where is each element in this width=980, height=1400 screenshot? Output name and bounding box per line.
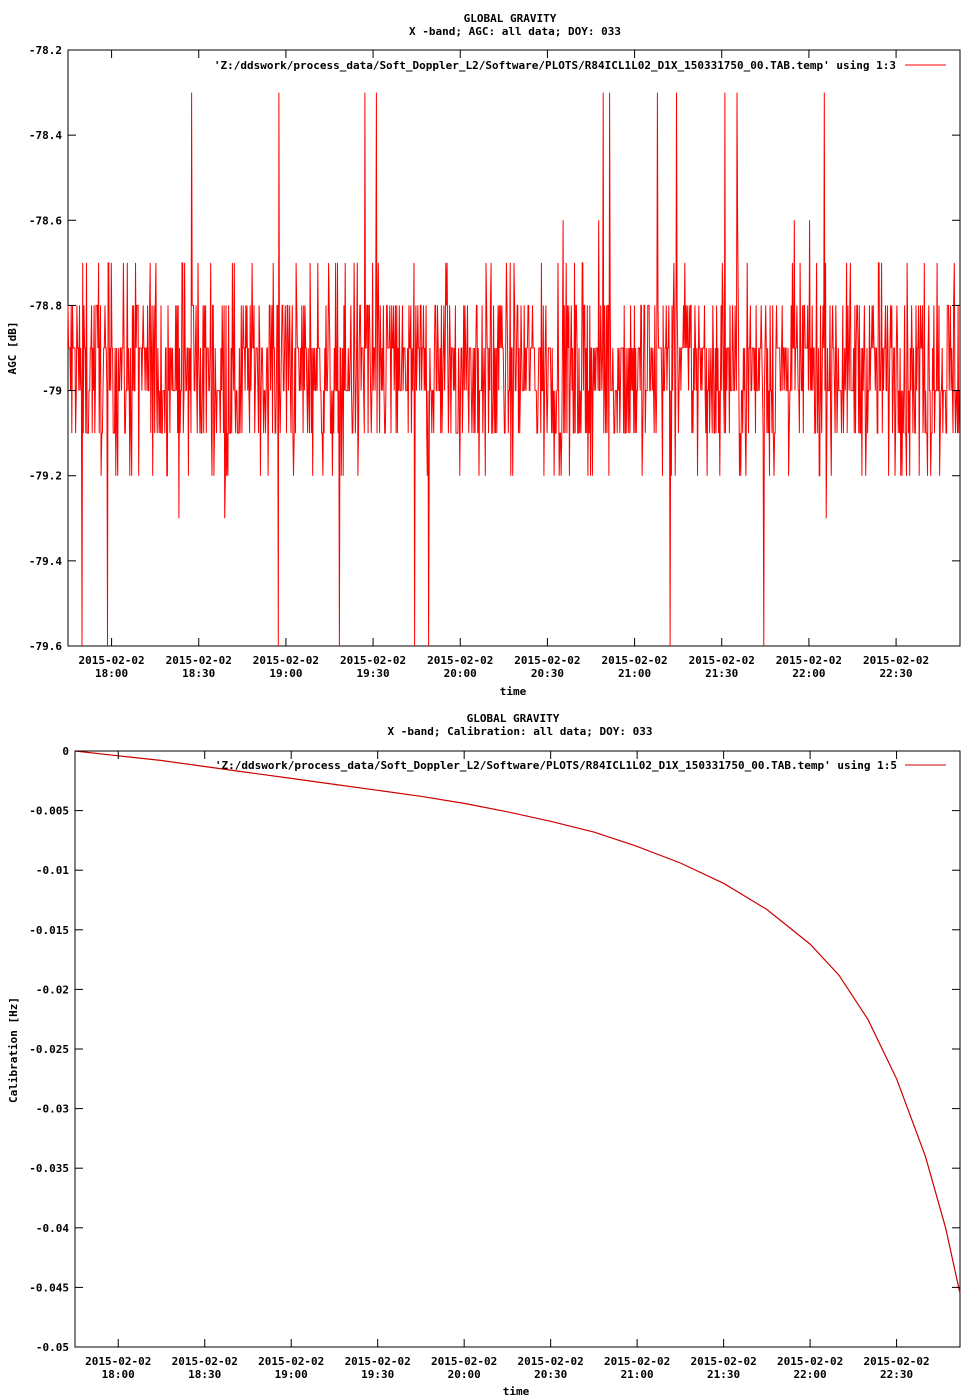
- calibration-chart: GLOBAL GRAVITY X -band; Calibration: all…: [7, 712, 961, 1398]
- calibration-x-tick-date: 2015-02-02: [431, 1355, 497, 1368]
- calibration-x-tick-time: 20:30: [534, 1368, 567, 1381]
- agc-x-tick-date: 2015-02-02: [78, 654, 144, 667]
- calibration-y-tick-label: -0.01: [36, 864, 69, 877]
- agc-y-tick-label: -79: [42, 385, 62, 398]
- calibration-x-tick-time: 19:30: [361, 1368, 394, 1381]
- calibration-y-axis-label: Calibration [Hz]: [7, 997, 20, 1103]
- agc-y-tick-label: -78.2: [29, 44, 62, 57]
- calibration-y-tick-label: -0.035: [29, 1162, 69, 1175]
- calibration-y-tick-label: -0.03: [36, 1103, 69, 1116]
- calibration-x-tick-time: 19:00: [275, 1368, 308, 1381]
- calibration-x-tick-date: 2015-02-02: [345, 1355, 411, 1368]
- agc-x-tick-time: 22:00: [792, 667, 825, 680]
- agc-x-tick-date: 2015-02-02: [601, 654, 667, 667]
- calibration-x-tick-date: 2015-02-02: [518, 1355, 584, 1368]
- agc-y-tick-label: -78.8: [29, 299, 62, 312]
- calibration-y-tick-label: -0.02: [36, 983, 69, 996]
- agc-x-tick-date: 2015-02-02: [863, 654, 929, 667]
- agc-x-tick-time: 19:00: [269, 667, 302, 680]
- agc-series: [67, 92, 960, 647]
- agc-x-tick-time: 21:30: [705, 667, 738, 680]
- calibration-x-tick-date: 2015-02-02: [863, 1355, 929, 1368]
- calibration-x-tick-time: 22:00: [794, 1368, 827, 1381]
- agc-x-tick-time: 18:00: [95, 667, 128, 680]
- agc-x-tick-date: 2015-02-02: [427, 654, 493, 667]
- agc-plot-frame: [67, 49, 961, 647]
- agc-x-tick-time: 20:00: [444, 667, 477, 680]
- agc-x-tick-date: 2015-02-02: [514, 654, 580, 667]
- calibration-x-tick-time: 21:30: [707, 1368, 740, 1381]
- agc-x-tick-date: 2015-02-02: [689, 654, 755, 667]
- calibration-series: [74, 750, 961, 1294]
- calibration-y-tick-label: 0: [62, 745, 69, 758]
- agc-y-tick-label: -79.6: [29, 640, 62, 653]
- agc-series-line: [67, 92, 960, 647]
- calibration-y-tick-label: -0.015: [29, 924, 69, 937]
- calibration-x-tick-date: 2015-02-02: [777, 1355, 843, 1368]
- agc-x-tick-time: 20:30: [531, 667, 564, 680]
- calibration-y-tick-label: -0.025: [29, 1043, 69, 1056]
- calibration-x-tick-time: 20:00: [448, 1368, 481, 1381]
- calibration-x-tick-date: 2015-02-02: [172, 1355, 238, 1368]
- calibration-x-tick-date: 2015-02-02: [690, 1355, 756, 1368]
- agc-chart: GLOBAL GRAVITY X -band; AGC: all data; D…: [6, 12, 961, 698]
- calibration-plot-frame: [74, 750, 961, 1348]
- calibration-chart-title: GLOBAL GRAVITY: [467, 712, 560, 725]
- calibration-x-tick-time: 22:30: [880, 1368, 913, 1381]
- agc-x-tick-date: 2015-02-02: [166, 654, 232, 667]
- calibration-x-tick-date: 2015-02-02: [604, 1355, 670, 1368]
- agc-y-tick-label: -78.4: [29, 129, 62, 142]
- calibration-y-tick-label: -0.04: [36, 1222, 69, 1235]
- calibration-x-tick-date: 2015-02-02: [258, 1355, 324, 1368]
- agc-y-axis-label: AGC [dB]: [6, 322, 19, 375]
- agc-x-tick-time: 21:00: [618, 667, 651, 680]
- agc-y-ticks: -78.2 -78.4 -78.6 -78.8 -79 -79.2 -79.4 -79.6: [29, 44, 960, 653]
- agc-x-tick-time: 19:30: [357, 667, 390, 680]
- calibration-y-tick-label: -0.045: [29, 1281, 69, 1294]
- agc-y-tick-label: -79.4: [29, 555, 62, 568]
- agc-x-ticks: 2015-02-0218:002015-02-0218:302015-02-02…: [78, 50, 929, 680]
- agc-legend-label: 'Z:/ddswork/process_data/Soft_Doppler_L2…: [214, 59, 896, 72]
- calibration-x-axis-label: time: [503, 1385, 530, 1398]
- agc-x-axis-label: time: [500, 685, 527, 698]
- calibration-chart-subtitle: X -band; Calibration: all data; DOY: 033: [388, 725, 653, 738]
- agc-x-tick-date: 2015-02-02: [253, 654, 319, 667]
- calibration-y-ticks: 0 -0.005 -0.01 -0.015 -0.02 -0.025 -0.03 -0.035…: [29, 745, 960, 1354]
- agc-chart-title: GLOBAL GRAVITY: [464, 12, 557, 25]
- calibration-x-tick-time: 18:30: [188, 1368, 221, 1381]
- calibration-legend-label: 'Z:/ddswork/process_data/Soft_Doppler_L2…: [215, 759, 897, 772]
- calibration-x-tick-time: 21:00: [621, 1368, 654, 1381]
- calibration-x-tick-date: 2015-02-02: [85, 1355, 151, 1368]
- calibration-series-line: [74, 750, 961, 1294]
- agc-chart-subtitle: X -band; AGC: all data; DOY: 033: [409, 25, 621, 38]
- calibration-y-tick-label: -0.05: [36, 1341, 69, 1354]
- agc-x-tick-time: 22:30: [880, 667, 913, 680]
- agc-y-tick-label: -78.6: [29, 214, 62, 227]
- agc-x-tick-date: 2015-02-02: [776, 654, 842, 667]
- calibration-x-ticks: 2015-02-0218:002015-02-0218:302015-02-02…: [85, 751, 930, 1381]
- agc-x-tick-time: 18:30: [182, 667, 215, 680]
- calibration-x-tick-time: 18:00: [102, 1368, 135, 1381]
- agc-y-tick-label: -79.2: [29, 470, 62, 483]
- calibration-y-tick-label: -0.005: [29, 805, 69, 818]
- agc-x-tick-date: 2015-02-02: [340, 654, 406, 667]
